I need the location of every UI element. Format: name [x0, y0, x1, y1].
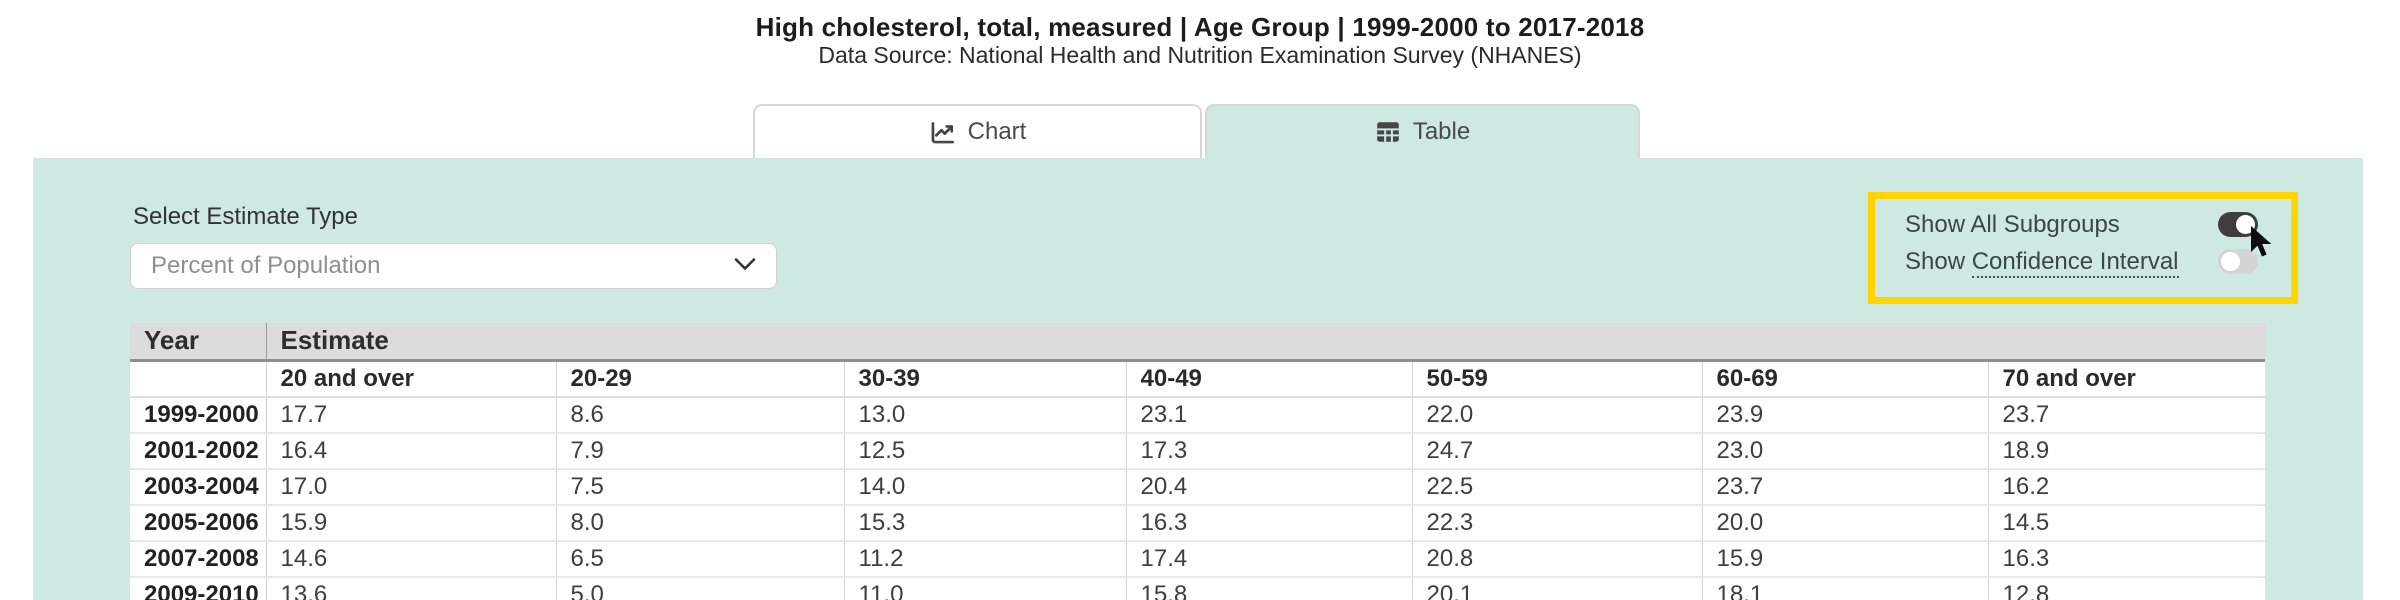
highlight-box: Show All Subgroups Show Confidence Inter…	[1868, 192, 2298, 304]
value-cell: 20.8	[1412, 541, 1703, 578]
value-cell: 18.9	[1988, 433, 2266, 470]
value-cell: 23.0	[1702, 433, 1989, 470]
value-cell: 16.3	[1988, 541, 2266, 578]
age-header-row: 20 and over 20-29 30-39 40-49 50-59 60-69 70 a…	[130, 360, 2266, 398]
table-row: 1999-2000 17.7 8.6 13.0 23.1 22.0 23.9 23.7	[130, 397, 2266, 434]
group-header-row: Year Estimate	[130, 323, 2266, 362]
estimate-type-select[interactable]: Percent of Population	[130, 243, 777, 289]
toggle-knob	[2236, 215, 2255, 234]
value-cell: 15.9	[266, 505, 557, 542]
value-cell: 16.3	[1126, 505, 1413, 542]
age-column-header: 30-39	[844, 360, 1127, 398]
value-cell: 17.3	[1126, 433, 1413, 470]
value-cell: 22.0	[1412, 397, 1703, 434]
value-cell: 5.0	[556, 577, 845, 600]
value-cell: 6.5	[556, 541, 845, 578]
table-row: 2009-2010 13.6 5.0 11.0 15.8 20.1 18.1 12.8	[130, 577, 2266, 600]
estimate-type-label: Select Estimate Type	[133, 203, 358, 230]
value-cell: 17.0	[266, 469, 557, 506]
value-cell: 18.1	[1702, 577, 1989, 600]
show-confidence-interval-row: Show Confidence Interval	[1875, 245, 2291, 278]
value-cell: 8.6	[556, 397, 845, 434]
view-tabs: Chart Table	[753, 104, 1640, 158]
year-cell: 2001-2002	[130, 433, 267, 470]
value-cell: 14.6	[266, 541, 557, 578]
tab-chart[interactable]: Chart	[753, 104, 1202, 158]
toggle-knob	[2221, 252, 2240, 271]
table-icon	[1375, 119, 1401, 145]
estimate-group-header: Estimate	[266, 323, 2266, 362]
value-cell: 11.2	[844, 541, 1127, 578]
value-cell: 15.3	[844, 505, 1127, 542]
value-cell: 23.7	[1702, 469, 1989, 506]
year-column-header: Year	[130, 323, 267, 362]
data-source-subtitle: Data Source: National Health and Nutriti…	[818, 42, 1582, 68]
value-cell: 7.5	[556, 469, 845, 506]
year-cell: 2005-2006	[130, 505, 267, 542]
age-column-header: 40-49	[1126, 360, 1413, 398]
value-cell: 20.4	[1126, 469, 1413, 506]
show-all-subgroups-toggle[interactable]	[2218, 212, 2258, 237]
value-cell: 15.8	[1126, 577, 1413, 600]
value-cell: 7.9	[556, 433, 845, 470]
tab-chart-label: Chart	[967, 118, 1027, 145]
show-confidence-interval-label: Show Confidence Interval	[1905, 247, 2179, 278]
value-cell: 17.7	[266, 397, 557, 434]
value-cell: 8.0	[556, 505, 845, 542]
table-row: 2001-2002 16.4 7.9 12.5 17.3 24.7 23.0 18.9	[130, 433, 2266, 470]
age-column-header: 20-29	[556, 360, 845, 398]
value-cell: 16.4	[266, 433, 557, 470]
estimate-type-value: Percent of Population	[151, 252, 381, 279]
value-cell: 16.2	[1988, 469, 2266, 506]
value-cell: 20.0	[1702, 505, 1989, 542]
table-row: 2005-2006 15.9 8.0 15.3 16.3 22.3 20.0 14.5	[130, 505, 2266, 542]
value-cell: 14.5	[1988, 505, 2266, 542]
value-cell: 11.0	[844, 577, 1127, 600]
value-cell: 22.5	[1412, 469, 1703, 506]
value-cell: 22.3	[1412, 505, 1703, 542]
value-cell: 23.9	[1702, 397, 1989, 434]
value-cell: 15.9	[1702, 541, 1989, 578]
age-column-header: 50-59	[1412, 360, 1703, 398]
page-title: High cholesterol, total, measured | Age …	[755, 12, 1645, 42]
value-cell: 23.1	[1126, 397, 1413, 434]
value-cell: 20.1	[1412, 577, 1703, 600]
table-row: 2007-2008 14.6 6.5 11.2 17.4 20.8 15.9 16.3	[130, 541, 2266, 578]
value-cell: 13.6	[266, 577, 557, 600]
age-column-header: 20 and over	[266, 360, 557, 398]
table-body: 1999-2000 17.7 8.6 13.0 23.1 22.0 23.9 23.7 2001…	[130, 397, 2266, 600]
value-cell: 17.4	[1126, 541, 1413, 578]
label-prefix: Show	[1905, 247, 1972, 275]
year-cell: 2009-2010	[130, 577, 267, 600]
year-cell: 2007-2008	[130, 541, 267, 578]
table-row: 2003-2004 17.0 7.5 14.0 20.4 22.5 23.7 16.2	[130, 469, 2266, 506]
value-cell: 14.0	[844, 469, 1127, 506]
confidence-interval-term: Confidence Interval	[1971, 247, 2179, 278]
age-column-header: 70 and over	[1988, 360, 2266, 398]
value-cell: 12.5	[844, 433, 1127, 470]
year-cell: 2003-2004	[130, 469, 267, 506]
value-cell: 12.8	[1988, 577, 2266, 600]
value-cell: 13.0	[844, 397, 1127, 434]
empty-header-cell	[130, 360, 267, 398]
show-confidence-interval-toggle[interactable]	[2218, 249, 2258, 274]
show-all-subgroups-row: Show All Subgroups	[1875, 208, 2291, 241]
chevron-down-icon	[734, 257, 756, 276]
year-cell: 1999-2000	[130, 397, 267, 434]
tab-table[interactable]: Table	[1205, 104, 1640, 158]
age-column-header: 60-69	[1702, 360, 1989, 398]
chart-line-icon	[929, 119, 956, 146]
tab-table-label: Table	[1412, 118, 1471, 145]
value-cell: 23.7	[1988, 397, 2266, 434]
estimates-table: Year Estimate 20 and over 20-29 30-39 40-49…	[130, 323, 2266, 600]
value-cell: 24.7	[1412, 433, 1703, 470]
show-all-subgroups-label: Show All Subgroups	[1905, 210, 2120, 238]
